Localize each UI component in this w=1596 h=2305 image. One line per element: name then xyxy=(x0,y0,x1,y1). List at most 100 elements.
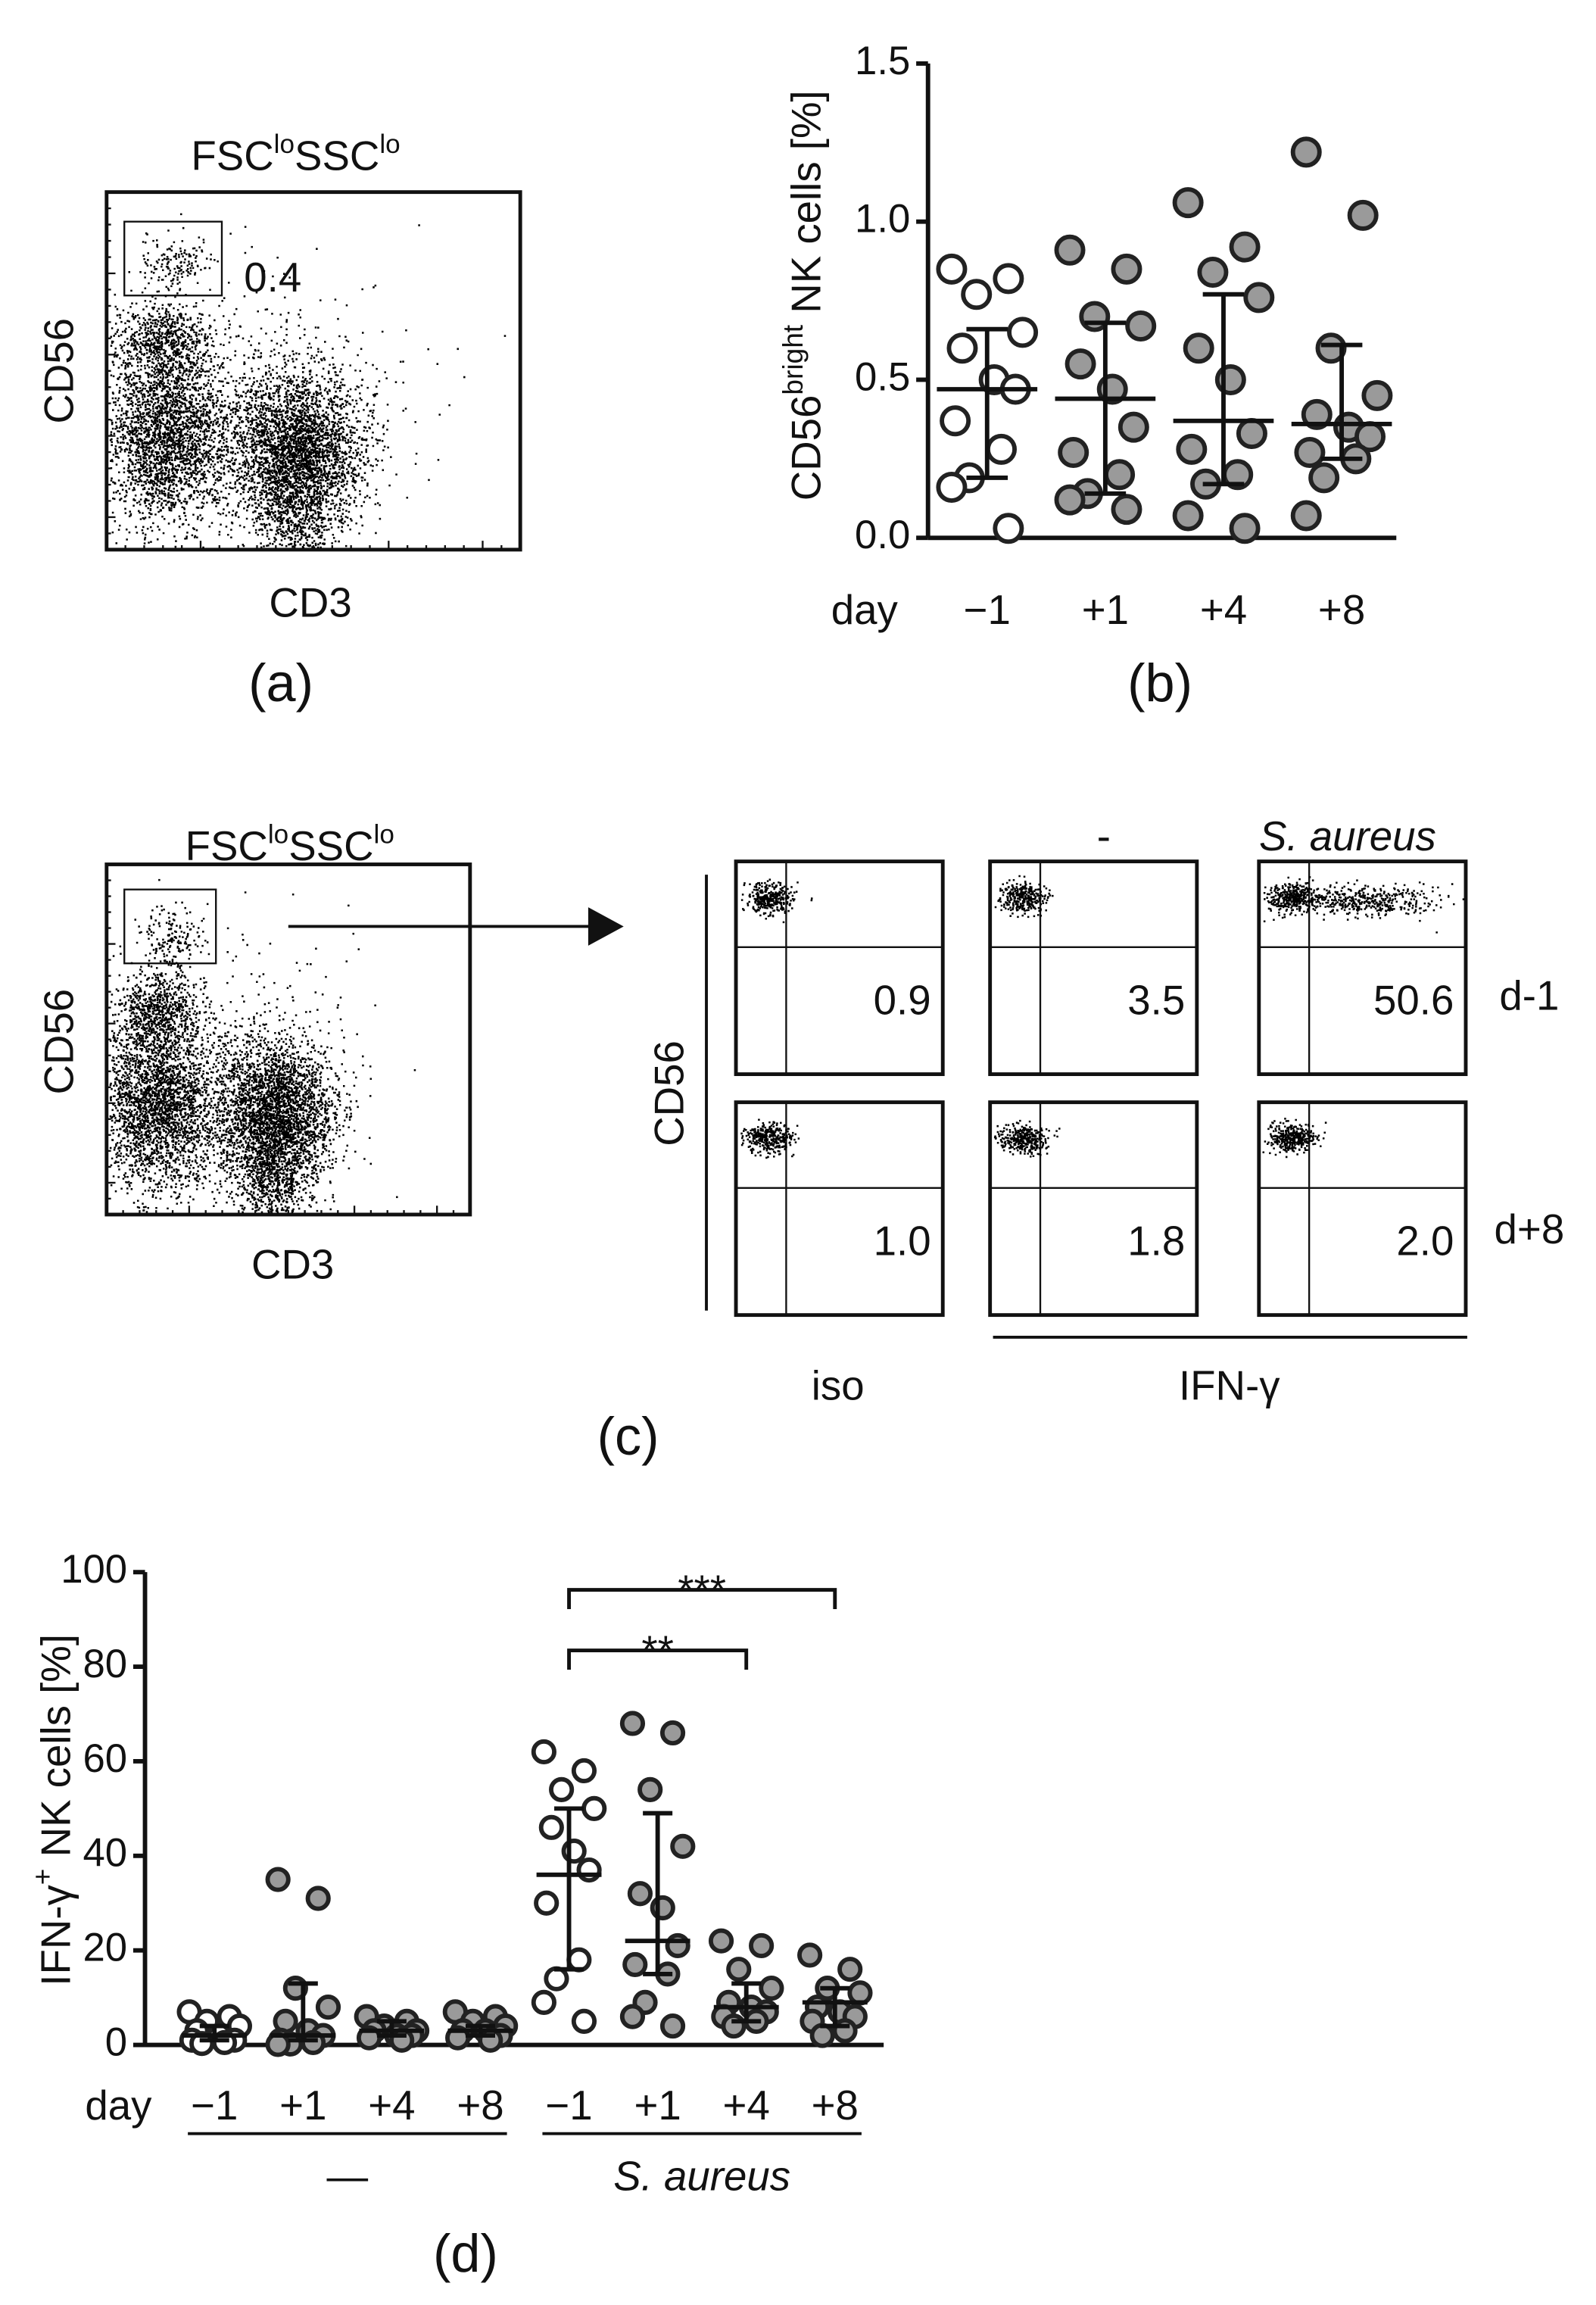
data-point xyxy=(993,513,1024,544)
gate-label-part: FSC xyxy=(185,823,268,869)
data-point xyxy=(571,1758,597,1784)
x-tick-label: +4 xyxy=(723,2082,770,2129)
data-point xyxy=(797,1942,823,1968)
column-header: - xyxy=(1097,813,1111,859)
data-point xyxy=(726,1957,752,1982)
data-point xyxy=(1183,332,1214,364)
quadrant-value: 0.9 xyxy=(874,977,931,1023)
gate-label: FSCloSSClo xyxy=(185,820,394,870)
data-point xyxy=(993,263,1024,295)
data-point xyxy=(659,1720,686,1746)
flow-frame xyxy=(1257,1100,1468,1318)
x-axis-label: CD3 xyxy=(251,1242,334,1288)
y-tick-label: 60 xyxy=(83,1736,128,1781)
group-label: S. aureus xyxy=(613,2154,790,2200)
data-point xyxy=(571,2008,597,2034)
data-point xyxy=(305,1885,331,1911)
data-point xyxy=(1236,417,1267,449)
data-point xyxy=(1290,136,1322,168)
gate-label-part: lo xyxy=(268,820,288,850)
gate-box xyxy=(123,888,217,965)
gate-label-part: FSC xyxy=(191,133,273,179)
data-point xyxy=(837,1957,863,1982)
y-axis-label: CD56 xyxy=(647,1040,693,1146)
x-tick-label: +1 xyxy=(279,2082,326,2129)
data-point xyxy=(940,405,971,437)
caption: (d) xyxy=(433,2223,498,2283)
y-tick-label: 0.0 xyxy=(855,513,910,557)
significance-label: ** xyxy=(641,1627,674,1673)
flow-frame xyxy=(734,1100,945,1318)
data-point xyxy=(1361,379,1393,411)
x-tick-label: +1 xyxy=(1082,587,1129,633)
x-tick-label: +4 xyxy=(368,2082,415,2129)
data-point xyxy=(809,2023,835,2048)
y-tick-label: 20 xyxy=(83,1926,128,1970)
y-axis-label: CD56bright NK cells [%] xyxy=(777,90,830,501)
data-point xyxy=(1294,437,1326,469)
data-point xyxy=(1058,437,1089,469)
data-point xyxy=(1104,459,1136,491)
significance-bracket xyxy=(567,1588,837,1609)
data-point xyxy=(1054,234,1086,266)
x-tick-label: +8 xyxy=(812,2082,859,2129)
axis-ticks xyxy=(105,863,455,1215)
data-point xyxy=(1172,500,1204,532)
gate-value: 0.4 xyxy=(244,254,301,301)
y-axis-label-part: + xyxy=(26,1869,58,1885)
data-point xyxy=(627,1881,653,1907)
x-tick-label: +8 xyxy=(457,2082,503,2129)
y-tick-label: 1.5 xyxy=(855,39,910,83)
data-point xyxy=(1125,310,1157,342)
arrow-head xyxy=(588,907,624,946)
flow-frame xyxy=(988,1100,1199,1318)
y-tick-label: 1.0 xyxy=(855,197,910,242)
data-point xyxy=(946,332,978,364)
data-point xyxy=(531,1989,556,2015)
data-point xyxy=(619,1711,646,1736)
data-point xyxy=(534,1890,560,1916)
data-point xyxy=(1111,253,1142,285)
dot-cloud xyxy=(740,878,813,924)
data-point xyxy=(1229,231,1261,263)
data-point xyxy=(1243,282,1275,313)
dot-cloud xyxy=(994,875,1054,919)
gate-label-part: lo xyxy=(374,820,394,850)
column-header: S. aureus xyxy=(1259,813,1436,859)
data-point xyxy=(936,253,968,285)
data-point xyxy=(1214,363,1246,395)
quadrant-value: 1.0 xyxy=(874,1218,931,1264)
data-point xyxy=(1315,332,1347,364)
data-point xyxy=(1007,317,1039,348)
gate-label-part: SSC xyxy=(288,823,373,869)
data-point xyxy=(659,2013,686,2039)
caption: (a) xyxy=(248,653,313,713)
x-axis-label: day xyxy=(831,587,899,633)
caption: (b) xyxy=(1127,653,1192,713)
quadrant-value: 1.8 xyxy=(1127,1218,1185,1264)
data-point xyxy=(1172,187,1204,219)
dot-cloud xyxy=(109,213,507,549)
y-axis-label-part: IFN-γ xyxy=(33,1885,79,1986)
x-tick-label: +4 xyxy=(1200,587,1247,633)
gate-box xyxy=(123,220,223,297)
quadrant-value: 3.5 xyxy=(1127,977,1185,1023)
significance-bracket xyxy=(567,1648,749,1670)
data-point xyxy=(1197,257,1229,288)
x-axis-label: CD3 xyxy=(269,579,351,625)
dot-cloud xyxy=(109,878,416,1214)
gate-label-part: SSC xyxy=(295,133,379,179)
x-tick-label: +8 xyxy=(1318,587,1365,633)
x-tick-label: −1 xyxy=(964,587,1011,633)
dot-cloud xyxy=(740,1118,800,1159)
significance-label: *** xyxy=(678,1567,726,1613)
data-point xyxy=(1054,484,1086,516)
data-point xyxy=(549,1776,575,1802)
dot-cloud xyxy=(1263,876,1465,934)
axis-ticks xyxy=(105,191,503,550)
y-tick-label: 0 xyxy=(105,2020,127,2064)
group-label: — xyxy=(327,2154,369,2200)
gate-label: FSCloSSClo xyxy=(191,129,400,179)
flow-frame xyxy=(988,859,1199,1077)
